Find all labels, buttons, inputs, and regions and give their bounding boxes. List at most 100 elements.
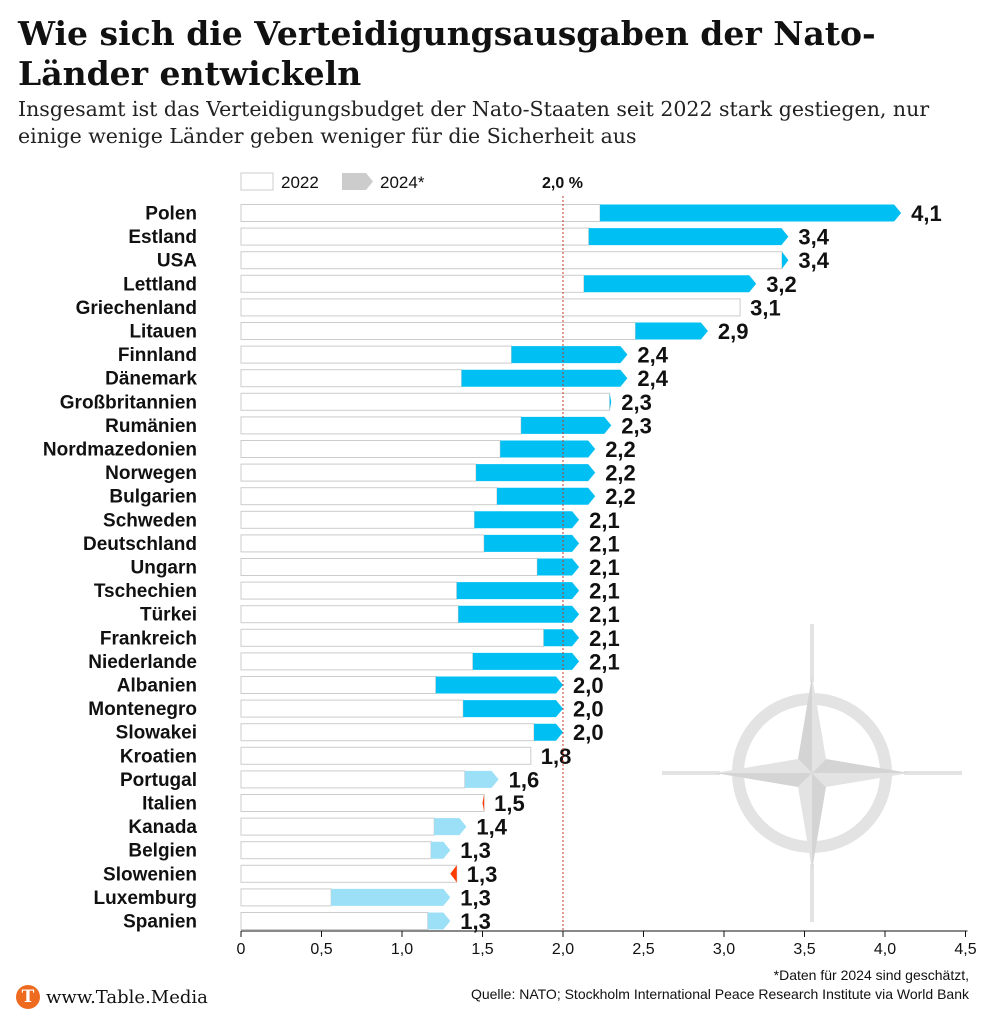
category-label: Griechenland	[76, 298, 197, 319]
category-label: Türkei	[140, 605, 197, 626]
value-label: 1,8	[541, 744, 572, 769]
bar-2022	[240, 723, 535, 742]
bar-2022	[240, 746, 532, 765]
bar-2022	[240, 699, 464, 718]
bar-change-2024	[635, 322, 708, 340]
source-note: Quelle: NATO; Stockholm International Pe…	[470, 986, 969, 1002]
bar-2022	[240, 251, 783, 270]
bar-2022	[240, 204, 601, 222]
bar-2022	[240, 416, 522, 435]
value-label: 2,1	[589, 508, 620, 533]
bar-change-2024	[609, 393, 612, 411]
category-label: Belgien	[128, 841, 197, 862]
bar-2022	[240, 581, 458, 600]
labels-layer: Polen 4,1 Estland 3,4 USA 3,4 Lettland 3,2 Griec…	[43, 201, 942, 934]
category-label: Bulgarien	[109, 487, 197, 508]
legend-label-2024: 2024*	[380, 173, 425, 192]
footer-notes: *Daten für 2024 sind geschätzt, Quelle: …	[471, 966, 969, 1004]
bar-change-2024	[484, 534, 580, 552]
bar-change-2024	[427, 912, 451, 930]
bar-2022	[240, 841, 432, 860]
category-label: Dänemark	[105, 369, 197, 390]
bar-change-2024	[464, 770, 499, 788]
bar-change-2024	[435, 676, 563, 694]
value-label: 2,0	[573, 720, 604, 745]
bar-change-2024	[472, 652, 580, 670]
x-tick-label: 4,5	[954, 941, 976, 958]
bar-change-2024	[534, 723, 563, 741]
bar-change-2024	[500, 440, 596, 458]
bar-change-2024	[463, 700, 563, 718]
value-label: 2,2	[605, 437, 636, 462]
value-label: 1,3	[460, 885, 491, 910]
category-label: Deutschland	[83, 534, 197, 555]
x-tick-label: 1,0	[391, 941, 413, 958]
x-tick-label: 0	[237, 941, 246, 958]
value-label: 2,1	[589, 555, 620, 580]
bar-2022	[240, 463, 477, 482]
bar-change-2024	[496, 487, 596, 505]
bar-change-2024	[537, 558, 580, 576]
category-label: Großbritannien	[60, 392, 197, 413]
bar-change-2024	[474, 511, 580, 529]
category-label: Niederlande	[88, 652, 197, 673]
value-label: 1,3	[460, 909, 491, 934]
bar-2022	[240, 794, 485, 812]
chart-subtitle: Insgesamt ist das Verteidigungsbudget de…	[18, 97, 930, 148]
legend: 2022 2024*	[240, 172, 425, 192]
category-label: Tschechien	[94, 581, 197, 602]
bar-change-2024	[434, 818, 467, 836]
value-label: 3,4	[798, 248, 829, 273]
reference-line-label: 2,0 %	[542, 175, 583, 192]
brand-url: www.Table.Media	[46, 986, 208, 1008]
category-label: Albanien	[117, 676, 197, 697]
bar-2022	[240, 345, 512, 364]
bar-2022	[240, 534, 485, 553]
category-label: Rumänien	[105, 416, 197, 437]
value-label: 3,2	[766, 272, 797, 297]
bar-2022	[240, 628, 545, 647]
value-label: 2,4	[637, 366, 668, 391]
category-label: Spanien	[123, 912, 197, 933]
x-tick-label: 3,5	[793, 941, 815, 958]
value-label: 1,3	[460, 838, 491, 863]
bar-2022	[240, 227, 590, 246]
bar-2022	[240, 369, 463, 388]
category-label: Slowakei	[116, 723, 197, 744]
value-label: 2,0	[573, 697, 604, 722]
bar-2022	[240, 817, 435, 836]
legend-swatch-2022	[240, 172, 274, 191]
category-label: Lettland	[123, 274, 197, 295]
x-tick-label: 1,5	[471, 941, 493, 958]
value-label: 2,2	[605, 484, 636, 509]
bar-2022	[240, 487, 498, 506]
bar-2022	[240, 274, 585, 293]
value-label: 2,9	[718, 319, 749, 344]
category-label: Litauen	[129, 322, 197, 343]
value-label: 1,5	[494, 791, 525, 816]
value-label: 2,1	[589, 531, 620, 556]
legend-label-2022: 2022	[281, 173, 319, 192]
legend-swatch-2024	[342, 173, 373, 190]
bar-change-2024	[476, 464, 596, 482]
category-label: USA	[157, 251, 197, 272]
value-label: 1,3	[467, 862, 498, 887]
bar-change-2024	[461, 369, 628, 387]
bar-2022	[240, 652, 474, 671]
x-tick-label: 0,5	[310, 941, 332, 958]
category-label: Nordmazedonien	[43, 440, 197, 461]
category-label: Frankreich	[100, 628, 197, 649]
bar-change-2024	[543, 629, 580, 647]
bar-change-2024	[521, 416, 612, 434]
value-label: 2,2	[605, 461, 636, 486]
bar-2022	[240, 605, 459, 624]
estimate-note: *Daten für 2024 sind geschätzt,	[773, 967, 969, 983]
category-label: Portugal	[120, 770, 197, 791]
bar-2022	[240, 558, 538, 576]
category-label: Norwegen	[105, 463, 197, 484]
brand: T www.Table.Media	[16, 985, 208, 1009]
bar-2022	[240, 770, 466, 789]
category-label: Schweden	[103, 510, 197, 531]
bar-2022	[240, 676, 437, 694]
category-label: Ungarn	[131, 558, 198, 579]
